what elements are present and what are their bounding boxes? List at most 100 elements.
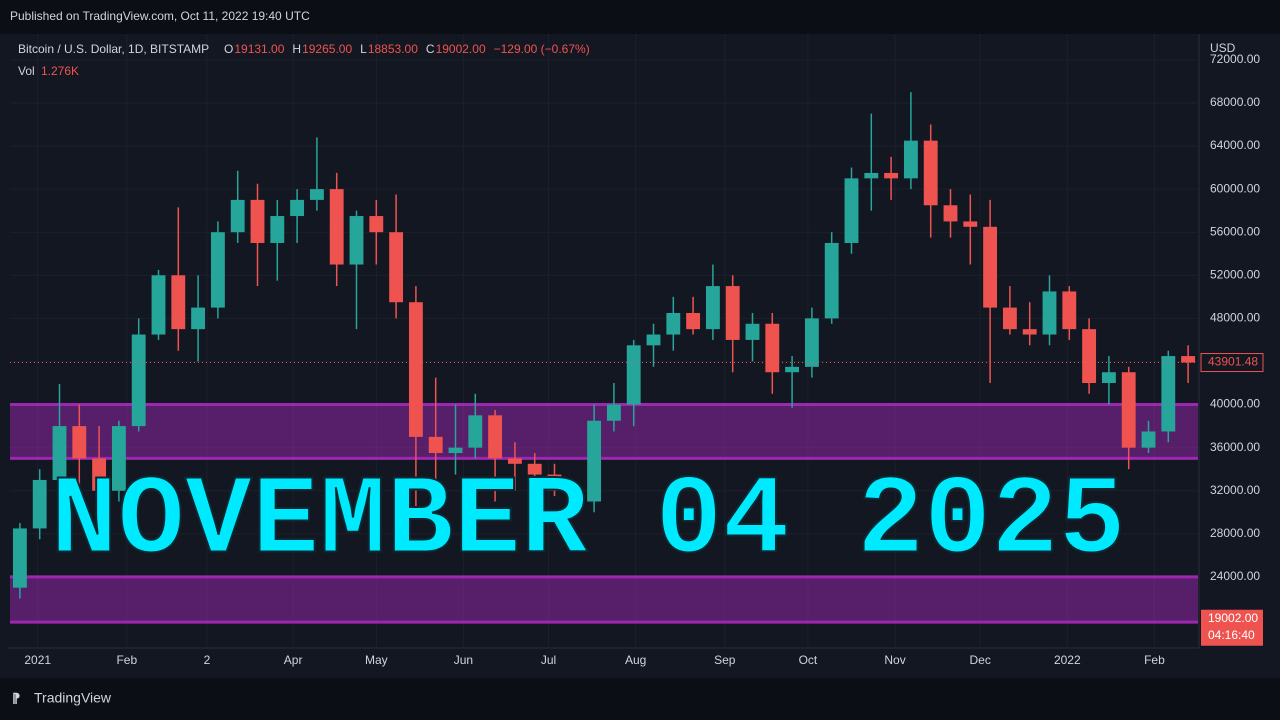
x-tick-label: Jul xyxy=(541,653,556,667)
x-tick-label: Jun xyxy=(454,653,473,667)
candle-body xyxy=(191,307,206,330)
x-tick-label: Sep xyxy=(714,653,736,667)
candle-body xyxy=(864,172,879,179)
bottom-bar xyxy=(0,678,1280,720)
candle-body xyxy=(646,334,661,346)
candle-body xyxy=(468,415,483,448)
candle-body xyxy=(705,286,720,330)
candle-body xyxy=(1161,356,1176,432)
x-tick-label: Feb xyxy=(116,653,137,667)
candle-body xyxy=(1042,291,1057,335)
candle-body xyxy=(1002,307,1017,330)
candle-body xyxy=(903,140,918,179)
candle-body xyxy=(606,404,621,421)
logo-mark: ⁋ xyxy=(12,690,20,705)
current-price-tag xyxy=(1201,609,1263,646)
candle-body xyxy=(290,199,305,217)
y-tick-label: 52000.00 xyxy=(1210,267,1260,281)
candle-body xyxy=(428,436,443,454)
change: −129.00 (−0.67%) xyxy=(494,42,590,56)
candle-body xyxy=(923,140,938,206)
candle-body xyxy=(32,479,47,529)
ohlc-key: O xyxy=(224,42,233,56)
y-tick-label: 32000.00 xyxy=(1210,483,1260,497)
candle-body xyxy=(507,458,522,464)
y-tick-label: 72000.00 xyxy=(1210,52,1260,66)
candle-body xyxy=(1082,329,1097,384)
x-tick-label: 2021 xyxy=(24,653,51,667)
candle-body xyxy=(408,302,423,437)
candle-body xyxy=(210,232,225,308)
candle-body xyxy=(111,426,126,491)
candle-body xyxy=(349,216,364,265)
candle-body xyxy=(804,318,819,367)
x-tick-label: May xyxy=(365,653,388,667)
candle-body xyxy=(963,221,978,227)
y-tick-label: 36000.00 xyxy=(1210,440,1260,454)
y-tick-label: 28000.00 xyxy=(1210,526,1260,540)
y-tick-label: 24000.00 xyxy=(1210,569,1260,583)
candle-body xyxy=(1022,329,1037,335)
ohlc-key: H xyxy=(292,42,301,56)
x-tick-label: Oct xyxy=(799,653,818,667)
candle-body xyxy=(329,189,344,265)
x-tick-label: 2022 xyxy=(1054,653,1081,667)
candle-body xyxy=(1121,372,1136,448)
y-tick-label: 48000.00 xyxy=(1210,311,1260,325)
ohlc-key: L xyxy=(360,42,367,56)
candle-body xyxy=(983,226,998,308)
symbol: Bitcoin / U.S. Dollar, 1D, BITSTAMP xyxy=(18,42,209,56)
x-tick-label: Nov xyxy=(884,653,905,667)
candle-body xyxy=(448,447,463,454)
candle-body xyxy=(92,458,107,491)
y-tick-label: 68000.00 xyxy=(1210,95,1260,109)
candle-body xyxy=(309,189,324,200)
candle-body xyxy=(765,323,780,373)
candle-body xyxy=(1101,372,1116,384)
ohlc-value: 19265.00 xyxy=(302,42,352,56)
candle-body xyxy=(1141,431,1156,448)
candle-body xyxy=(369,216,384,233)
footer-brand: TradingView xyxy=(34,690,112,706)
ohlc-value: 18853.00 xyxy=(368,42,418,56)
candle-body xyxy=(488,415,503,459)
vol-value: 1.276K xyxy=(41,64,79,78)
candle-body xyxy=(824,242,839,319)
y-tick-label: 64000.00 xyxy=(1210,138,1260,152)
candle-body xyxy=(1062,291,1077,330)
ohlc-key: C xyxy=(426,42,435,56)
candle-body xyxy=(943,205,958,222)
candle-body xyxy=(844,178,859,243)
candle-body xyxy=(389,232,404,303)
candle-body xyxy=(686,312,701,330)
candle-body xyxy=(745,323,760,340)
candle-body xyxy=(725,286,740,340)
candle-body xyxy=(666,312,681,335)
candle-body xyxy=(587,420,602,502)
last-price-tag xyxy=(1200,353,1264,373)
currency: USD xyxy=(1210,41,1236,55)
candle-body xyxy=(52,426,67,480)
countdown: 04:16:40 xyxy=(1208,628,1255,642)
candle-body xyxy=(12,528,27,588)
candle-body xyxy=(527,463,542,475)
y-tick-label: 40000.00 xyxy=(1210,397,1260,411)
candle-body xyxy=(250,199,265,243)
top-bar xyxy=(0,0,1280,34)
y-tick-label: 56000.00 xyxy=(1210,224,1260,238)
x-tick-label: 2 xyxy=(204,653,211,667)
ohlc-value: 19131.00 xyxy=(234,42,284,56)
zone xyxy=(10,404,1198,459)
candle-body xyxy=(171,275,186,330)
candle-body xyxy=(151,275,166,335)
published: Published on TradingView.com, Oct 11, 20… xyxy=(10,9,310,23)
x-tick-label: Aug xyxy=(625,653,646,667)
candle-body xyxy=(785,366,800,373)
x-tick-label: Dec xyxy=(970,653,991,667)
zone xyxy=(10,576,1198,623)
candle-body xyxy=(230,199,245,233)
last-price-label: 43901.48 xyxy=(1208,355,1258,369)
candle-body xyxy=(884,172,899,179)
